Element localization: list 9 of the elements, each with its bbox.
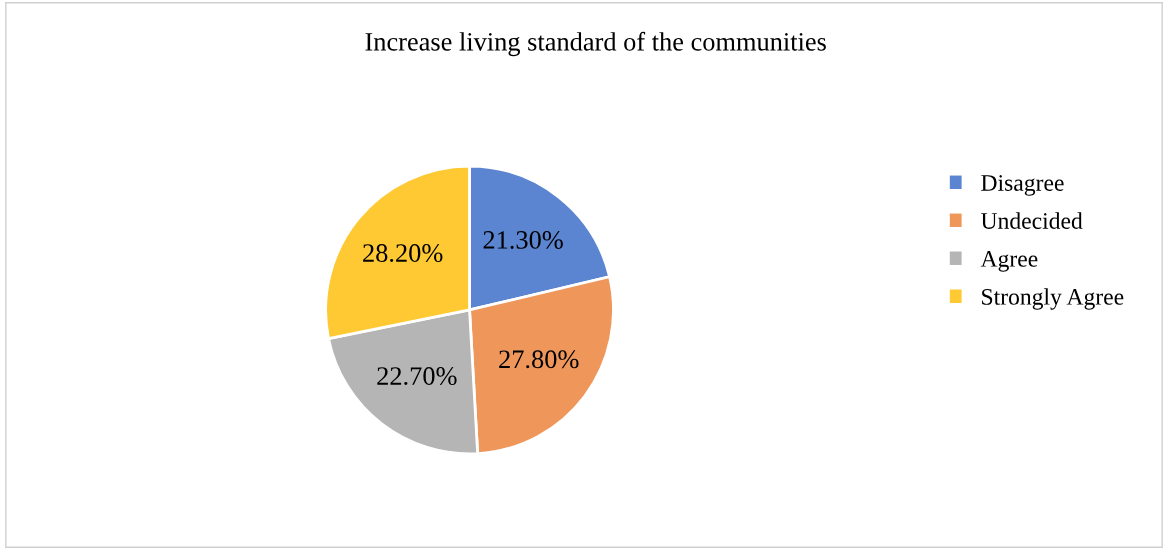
legend-label: Undecided: [981, 212, 1083, 229]
legend-label: Disagree: [981, 175, 1064, 196]
chart-title: Increase living standard of the communities: [365, 31, 826, 57]
legend-label: Agree: [980, 251, 1038, 272]
data-label: 21.30%: [483, 231, 563, 249]
data-label: 27.80%: [499, 350, 579, 369]
data-label: 28.20%: [363, 244, 443, 263]
legend-label: Strongly Agree: [982, 288, 1124, 310]
data-label: 22.70%: [377, 367, 457, 386]
